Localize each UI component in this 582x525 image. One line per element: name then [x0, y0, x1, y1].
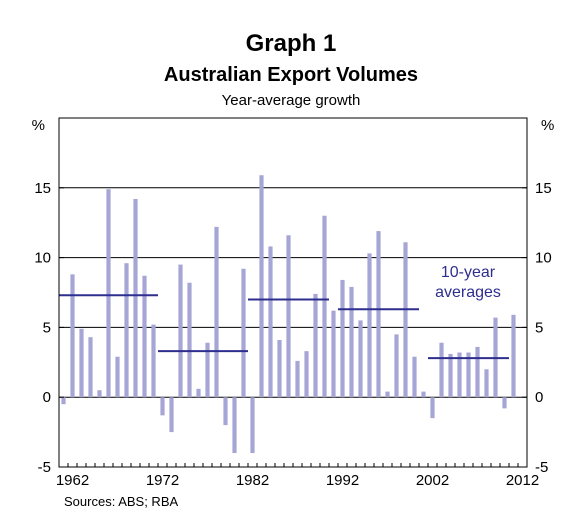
- chart-subtitle: Australian Export Volumes: [163, 64, 419, 86]
- y-tick-label-left: 15: [34, 180, 51, 197]
- bar: [358, 320, 363, 398]
- bar: [511, 314, 516, 398]
- x-tick-label: 1992: [326, 472, 359, 489]
- bar: [349, 286, 354, 398]
- bar: [421, 391, 426, 398]
- bar: [448, 353, 453, 398]
- bar: [241, 268, 246, 398]
- bar: [340, 279, 345, 398]
- x-tick-label: 1962: [56, 472, 89, 489]
- bar: [178, 264, 183, 398]
- bar: [214, 226, 219, 398]
- bar: [403, 242, 408, 398]
- bar: [250, 397, 255, 454]
- bar: [430, 397, 435, 419]
- bar: [205, 342, 210, 398]
- bar: [313, 293, 318, 398]
- bar: [70, 274, 75, 398]
- bar: [196, 388, 201, 398]
- bar: [268, 246, 273, 398]
- bar: [187, 282, 192, 398]
- chart-units-caption: Year-average growth: [221, 92, 361, 109]
- averages-annotation: averages: [435, 284, 501, 301]
- y-unit-left: %: [32, 117, 45, 134]
- bar: [502, 397, 507, 409]
- chart-title: Graph 1: [245, 30, 337, 57]
- y-tick-label-left: 5: [43, 319, 51, 336]
- bar: [466, 352, 471, 398]
- bar: [232, 397, 237, 454]
- x-tick-label: 1972: [146, 472, 179, 489]
- x-tick-label: 2002: [416, 472, 449, 489]
- y-tick-label-left: 0: [43, 389, 51, 406]
- bar: [304, 351, 309, 398]
- bar: [259, 175, 264, 398]
- y-tick-label-right: -5: [535, 459, 548, 476]
- bar: [484, 369, 489, 398]
- bar: [151, 324, 156, 398]
- bar: [385, 391, 390, 398]
- bar: [142, 275, 147, 398]
- bar: [412, 356, 417, 398]
- y-tick-label-right: 15: [535, 180, 552, 197]
- y-tick-label-right: 5: [535, 319, 543, 336]
- bar: [61, 397, 66, 405]
- bar: [457, 352, 462, 398]
- bar: [133, 198, 138, 398]
- bar: [331, 310, 336, 398]
- bar: [79, 328, 84, 398]
- bar: [160, 397, 165, 416]
- bar: [322, 215, 327, 398]
- bar: [124, 263, 129, 398]
- bar: [169, 397, 174, 433]
- bar: [88, 337, 93, 398]
- averages-annotation: 10-year: [441, 264, 496, 281]
- source-note: Sources: ABS; RBA: [64, 494, 179, 509]
- bar: [223, 397, 228, 426]
- bar: [295, 360, 300, 398]
- bar: [394, 334, 399, 398]
- x-tick-label: 2012: [506, 472, 539, 489]
- y-unit-right: %: [541, 117, 554, 134]
- y-tick-label-left: -5: [38, 459, 51, 476]
- bar: [439, 342, 444, 398]
- bar: [286, 235, 291, 398]
- y-tick-label-right: 10: [535, 250, 552, 267]
- bar: [475, 346, 480, 398]
- bar: [277, 339, 282, 398]
- y-tick-label-right: 0: [535, 389, 543, 406]
- bar: [367, 253, 372, 398]
- x-tick-label: 1982: [236, 472, 269, 489]
- bar: [106, 189, 111, 398]
- bar: [97, 390, 102, 398]
- bar: [115, 356, 120, 398]
- y-tick-label-left: 10: [34, 250, 51, 267]
- bar: [376, 231, 381, 398]
